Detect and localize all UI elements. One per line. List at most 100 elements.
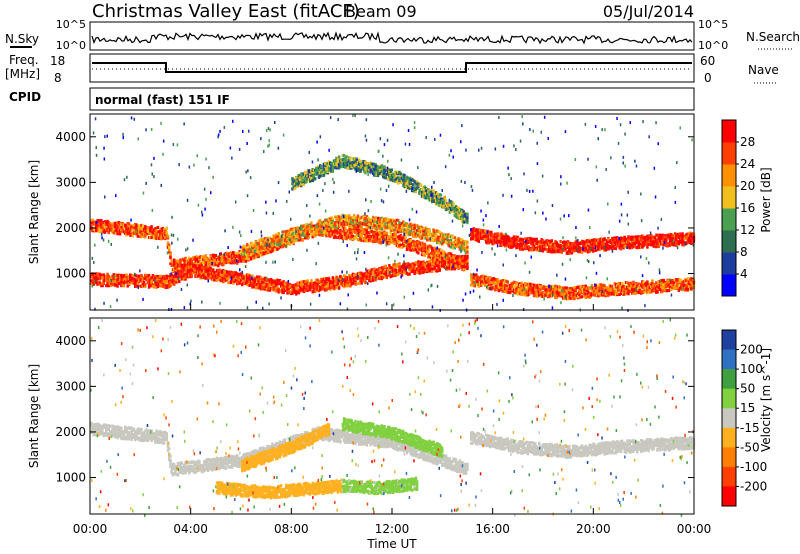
- range-gate-cell: [207, 262, 210, 266]
- range-gate-cell: [349, 227, 352, 231]
- range-gate-cell: [103, 230, 107, 234]
- nsearch-tick-top: 10^5: [698, 18, 728, 31]
- range-gate-cell: [150, 229, 153, 233]
- range-gate-cell: [227, 281, 230, 285]
- range-gate-cell: [173, 265, 176, 269]
- range-gate-cell: [140, 273, 143, 277]
- range-gate-cell: [165, 235, 168, 239]
- range-gate-cell: [374, 278, 377, 282]
- range-gate-cell: [97, 219, 100, 223]
- range-gate-cell: [188, 262, 191, 266]
- range-gate-cell: [214, 254, 217, 257]
- range-gate-cell: [369, 230, 372, 234]
- range-gate-cell: [152, 231, 156, 235]
- range-gate-cell: [249, 255, 253, 259]
- range-gate-cell: [375, 232, 378, 236]
- range-gate-cell: [159, 236, 162, 240]
- range-gate-cell: [383, 231, 386, 235]
- range-gate-cell: [234, 256, 238, 260]
- range-gate-cell: [118, 221, 122, 225]
- range-gate-cell: [92, 221, 95, 225]
- range-gate-cell: [118, 229, 122, 233]
- range-gate-cell: [230, 253, 234, 257]
- range-gate-cell: [223, 261, 226, 265]
- range-gate-cell: [390, 234, 394, 238]
- range-gate-cell: [605, 241, 609, 245]
- range-gate-cell: [374, 240, 377, 243]
- range-gate-cell: [341, 232, 345, 236]
- cpid-panel: normal (fast) 151 IF: [89, 87, 695, 111]
- freq-tick-bottom: 8: [54, 71, 62, 85]
- range-gate-cell: [115, 231, 118, 235]
- range-gate-cell: [112, 222, 116, 226]
- range-gate-cell: [166, 234, 170, 238]
- range-gate-cell: [90, 219, 93, 223]
- range-gate-cell: [115, 225, 118, 229]
- range-gate-cell: [203, 261, 206, 265]
- range-gate-cell: [263, 252, 266, 256]
- range-gate-cell: [152, 236, 156, 240]
- range-gate-cell: [223, 256, 226, 260]
- range-gate-cell: [135, 232, 138, 236]
- range-gate-cell: [136, 234, 139, 238]
- range-gate-cell: [166, 241, 170, 245]
- range-gate-cell: [371, 230, 375, 234]
- range-gate-cell: [174, 269, 177, 273]
- range-gate-cell: [115, 228, 118, 232]
- range-gate-cell: [129, 233, 132, 237]
- range-gate-cell: [118, 232, 122, 236]
- range-gate-cell: [521, 238, 524, 242]
- range-gate-cell: [101, 276, 104, 279]
- range-gate-cell: [189, 263, 192, 267]
- range-gate-cell: [264, 250, 268, 254]
- range-gate-cell: [364, 237, 367, 240]
- range-gate-cell: [95, 227, 98, 231]
- range-gate-cell: [230, 256, 234, 260]
- range-gate-cell: [327, 231, 331, 235]
- range-gate-cell: [103, 222, 107, 226]
- range-gate-cell: [146, 232, 149, 236]
- range-gate-cell: [125, 227, 128, 231]
- range-gate-cell: [345, 233, 348, 237]
- range-gate-cell: [358, 231, 361, 235]
- range-gate-cell: [194, 258, 197, 262]
- range-gate-cell: [373, 231, 376, 235]
- range-gate-cell: [242, 259, 245, 263]
- range-gate-cell: [423, 253, 426, 257]
- freq-unit: [MHz]: [5, 67, 40, 81]
- range-gate-cell: [363, 231, 366, 234]
- range-gate-cell: [111, 227, 114, 231]
- range-gate-cell: [311, 235, 314, 239]
- range-gate-cell: [237, 259, 240, 263]
- range-gate-cell: [145, 231, 148, 235]
- range-gate-cell: [355, 234, 358, 238]
- range-gate-cell: [256, 255, 259, 259]
- range-gate-cell: [314, 281, 317, 285]
- range-gate-cell: [122, 230, 126, 234]
- range-gate-cell: [375, 230, 378, 234]
- range-gate-cell: [369, 237, 372, 241]
- range-gate-cell: [392, 236, 395, 240]
- range-gate-cell: [210, 255, 214, 259]
- range-gate-cell: [376, 232, 380, 236]
- nsky-tick-bottom: 10^0: [56, 39, 86, 52]
- range-gate-cell: [378, 230, 381, 234]
- range-gate-cell: [124, 229, 127, 233]
- range-gate-cell: [212, 253, 215, 257]
- range-gate-cell: [397, 244, 400, 247]
- range-gate-cell: [327, 234, 331, 238]
- range-gate-cell: [346, 230, 350, 234]
- range-gate-cell: [190, 260, 194, 264]
- range-gate-cell: [96, 225, 99, 228]
- range-gate-cell: [295, 239, 298, 243]
- range-gate-cell: [184, 260, 187, 264]
- range-gate-cell: [335, 285, 338, 289]
- range-gate-cell: [137, 226, 141, 230]
- range-gate-cell: [117, 226, 121, 230]
- range-gate-cell: [443, 260, 446, 264]
- freq-trace: [92, 62, 692, 73]
- range-gate-cell: [189, 258, 192, 262]
- scatter-band: [470, 273, 696, 301]
- range-gate-cell: [331, 225, 334, 229]
- range-gate-cell: [224, 257, 227, 261]
